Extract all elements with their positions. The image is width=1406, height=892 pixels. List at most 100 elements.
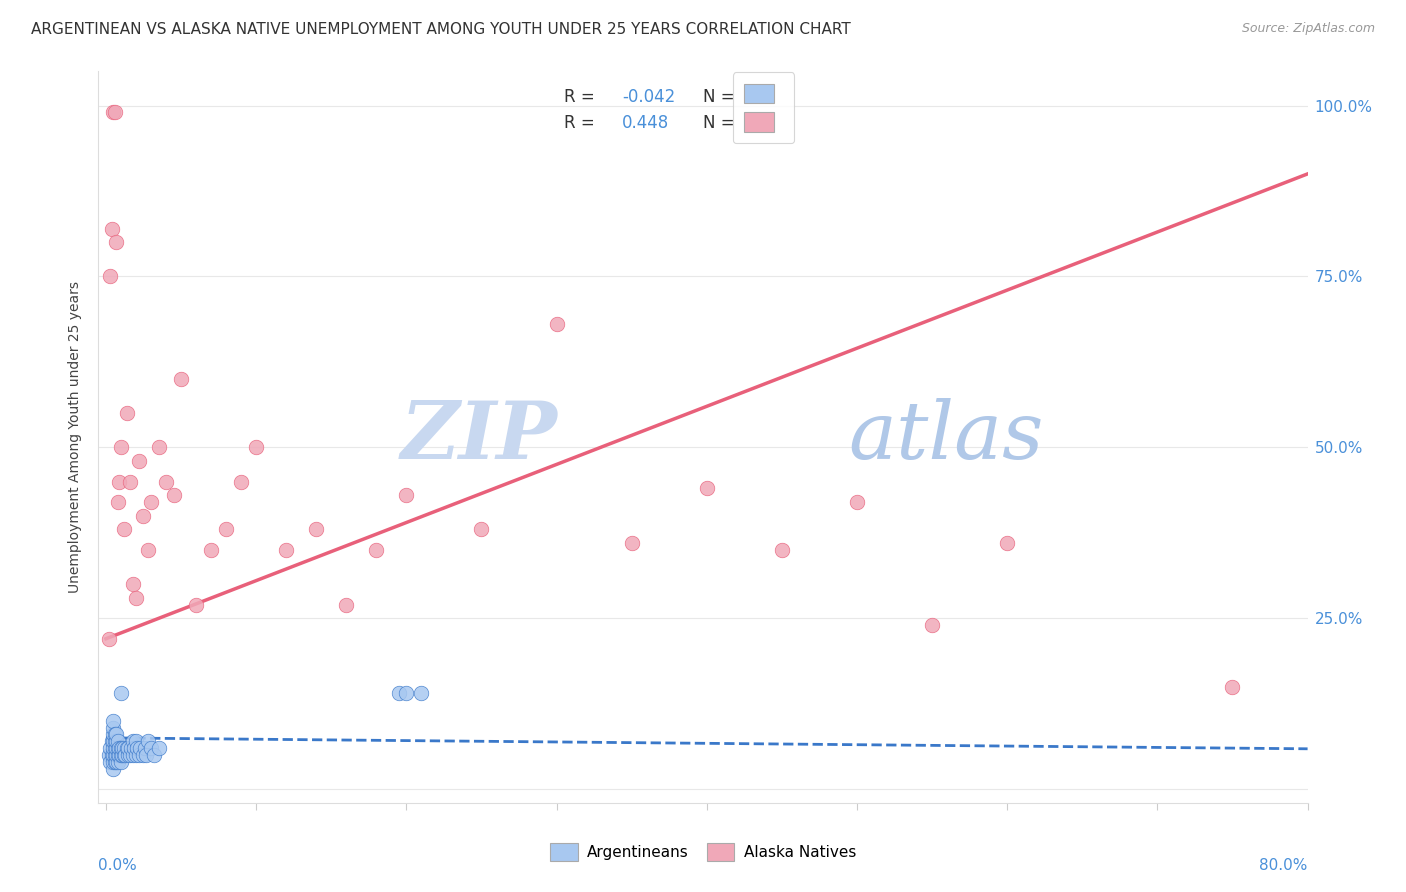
Point	[108, 475, 131, 489]
Point	[200, 542, 222, 557]
Point	[110, 686, 132, 700]
Point	[366, 542, 388, 557]
Point	[114, 747, 136, 762]
Text: 80.0%: 80.0%	[1260, 858, 1308, 872]
Point	[132, 747, 155, 762]
Point	[184, 598, 207, 612]
Point	[112, 741, 135, 756]
Point	[101, 221, 124, 235]
Point	[696, 481, 718, 495]
Point	[125, 591, 148, 605]
Point	[148, 440, 170, 454]
Point	[107, 495, 129, 509]
Point	[335, 598, 357, 612]
Point	[105, 755, 128, 769]
Text: N =: N =	[703, 88, 740, 106]
Point	[112, 747, 135, 762]
Point	[155, 475, 177, 489]
Point	[104, 755, 127, 769]
Point	[103, 721, 125, 735]
Point	[104, 741, 127, 756]
Point	[115, 406, 138, 420]
Point	[110, 755, 132, 769]
Point	[100, 269, 122, 284]
Text: 0.0%: 0.0%	[98, 858, 138, 872]
Point	[107, 734, 129, 748]
Point	[245, 440, 267, 454]
Point	[110, 747, 132, 762]
Point	[117, 747, 139, 762]
Point	[139, 741, 162, 756]
Point	[103, 747, 125, 762]
Point	[127, 741, 149, 756]
Point	[1222, 680, 1244, 694]
Point	[995, 536, 1018, 550]
Point	[118, 475, 141, 489]
Point	[276, 542, 298, 557]
Point	[395, 488, 418, 502]
Point	[101, 747, 124, 762]
Point	[135, 747, 157, 762]
Point	[470, 522, 492, 536]
Point	[132, 508, 155, 523]
Point	[143, 747, 166, 762]
Point	[125, 747, 148, 762]
Point	[229, 475, 252, 489]
Point	[104, 727, 127, 741]
Point	[100, 741, 122, 756]
Point	[134, 741, 156, 756]
Text: 42: 42	[751, 113, 772, 131]
Point	[107, 755, 129, 769]
Text: R =: R =	[564, 88, 600, 106]
Point	[103, 105, 125, 120]
Text: N =: N =	[703, 113, 740, 131]
Point	[111, 747, 134, 762]
Point	[107, 741, 129, 756]
Legend: Argentineans, Alaska Natives: Argentineans, Alaska Natives	[543, 836, 863, 868]
Point	[148, 741, 170, 756]
Text: Source: ZipAtlas.com: Source: ZipAtlas.com	[1241, 22, 1375, 36]
Point	[103, 727, 125, 741]
Point	[103, 714, 125, 728]
Point	[105, 727, 128, 741]
Point	[124, 741, 146, 756]
Y-axis label: Unemployment Among Youth under 25 years: Unemployment Among Youth under 25 years	[69, 281, 83, 593]
Point	[215, 522, 238, 536]
Point	[122, 577, 145, 591]
Point	[104, 747, 127, 762]
Text: R =: R =	[564, 113, 600, 131]
Point	[921, 618, 943, 632]
Point	[129, 741, 152, 756]
Point	[105, 747, 128, 762]
Point	[846, 495, 869, 509]
Point	[546, 318, 568, 332]
Point	[125, 734, 148, 748]
Point	[105, 235, 128, 250]
Point	[103, 734, 125, 748]
Point	[122, 734, 145, 748]
Text: ARGENTINEAN VS ALASKA NATIVE UNEMPLOYMENT AMONG YOUTH UNDER 25 YEARS CORRELATION: ARGENTINEAN VS ALASKA NATIVE UNEMPLOYMEN…	[31, 22, 851, 37]
Point	[305, 522, 328, 536]
Point	[100, 755, 122, 769]
Text: -0.042: -0.042	[621, 88, 675, 106]
Point	[101, 734, 124, 748]
Point	[770, 542, 793, 557]
Point	[128, 454, 150, 468]
Point	[388, 686, 411, 700]
Text: atlas: atlas	[848, 399, 1043, 475]
Point	[107, 747, 129, 762]
Point	[620, 536, 643, 550]
Point	[104, 105, 127, 120]
Point	[105, 734, 128, 748]
Point	[1402, 105, 1406, 120]
Point	[115, 741, 138, 756]
Point	[411, 686, 433, 700]
Point	[108, 747, 131, 762]
Point	[122, 747, 145, 762]
Point	[395, 686, 418, 700]
Point	[103, 762, 125, 776]
Text: 0.448: 0.448	[621, 113, 669, 131]
Point	[110, 440, 132, 454]
Point	[97, 747, 120, 762]
Point	[110, 741, 132, 756]
